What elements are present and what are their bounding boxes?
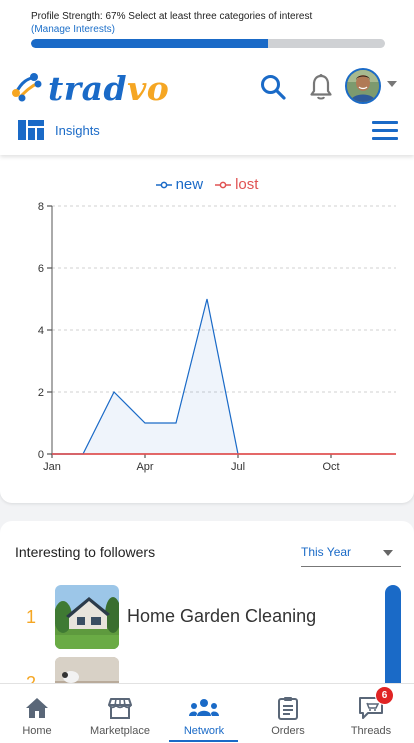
y-tick-label: 6 — [38, 263, 44, 275]
legend-label-lost: lost — [235, 176, 259, 193]
network-icon — [189, 696, 219, 720]
clipboard-icon — [277, 696, 299, 720]
rank-number: 1 — [26, 607, 37, 627]
y-tick-label: 2 — [38, 387, 44, 399]
y-tick-label: 4 — [38, 325, 44, 337]
y-tick-label: 8 — [38, 201, 44, 213]
legend-item-lost[interactable]: lost — [215, 176, 258, 193]
insights-nav[interactable]: Insights — [18, 120, 100, 140]
logo-mark-icon — [12, 73, 42, 102]
logo-text: tradvo — [48, 68, 170, 108]
nav-orders[interactable]: Orders — [264, 684, 312, 743]
chevron-down-icon — [383, 550, 393, 556]
threads-badge: 6 — [375, 686, 394, 705]
series-area-new — [52, 299, 238, 454]
line-chart: 0 2 4 6 8 Jan Apr Jul Oct — [38, 201, 396, 473]
dashboard-icon — [18, 120, 44, 140]
item-name[interactable]: Home Garden Cleaning — [127, 606, 317, 626]
home-icon — [25, 696, 49, 720]
x-tick-label: Apr — [136, 461, 153, 473]
nav-active-indicator — [169, 740, 238, 742]
period-select[interactable]: This Year — [301, 545, 401, 567]
x-tick-label: Jan — [43, 461, 61, 473]
profile-progress-bar — [31, 39, 385, 48]
nav-label-network: Network — [183, 725, 225, 737]
insights-label: Insights — [55, 122, 100, 138]
nav-label-threads: Threads — [350, 725, 392, 737]
bottom-nav: Home Marketplace — [0, 683, 414, 743]
nav-label-marketplace: Marketplace — [90, 725, 150, 737]
nav-network[interactable]: Network — [172, 684, 236, 743]
followers-card: Interesting to followers This Year 1 Hom… — [0, 521, 414, 721]
y-tick-label: 0 — [38, 449, 44, 461]
x-tick-label: Oct — [322, 461, 339, 473]
insights-chart-card: 0 2 4 6 8 Jan Apr Jul Oct new lost — [0, 155, 414, 503]
search-icon[interactable] — [258, 72, 288, 102]
x-tick-label: Jul — [231, 461, 245, 473]
list-scrollbar[interactable] — [385, 585, 401, 695]
store-icon — [108, 696, 132, 720]
avatar-dropdown-icon[interactable] — [387, 81, 397, 87]
legend-item-new[interactable]: new — [155, 176, 204, 193]
nav-label-home: Home — [22, 725, 52, 737]
manage-interests-link[interactable]: (Manage Interests) — [31, 24, 115, 35]
profile-progress-fill — [31, 39, 269, 48]
nav-marketplace[interactable]: Marketplace — [83, 684, 157, 743]
followers-title: Interesting to followers — [15, 544, 156, 560]
user-avatar[interactable] — [345, 68, 381, 104]
hamburger-icon[interactable] — [372, 121, 398, 141]
bell-icon[interactable] — [307, 72, 335, 102]
top-header: Profile Strength: 67% Select at least th… — [0, 0, 414, 155]
nav-home[interactable]: Home — [12, 684, 62, 743]
legend-label-new: new — [175, 176, 204, 193]
tradvo-logo[interactable]: tradvo — [10, 68, 169, 108]
item-thumbnail-house[interactable] — [55, 585, 119, 649]
nav-label-orders: Orders — [271, 725, 305, 737]
chart-legend: new lost — [0, 176, 414, 193]
profile-strength: Profile Strength: 67% Select at least th… — [31, 10, 312, 36]
period-value: This Year — [301, 545, 352, 559]
profile-strength-text: Profile Strength: 67% Select at least th… — [31, 11, 313, 22]
